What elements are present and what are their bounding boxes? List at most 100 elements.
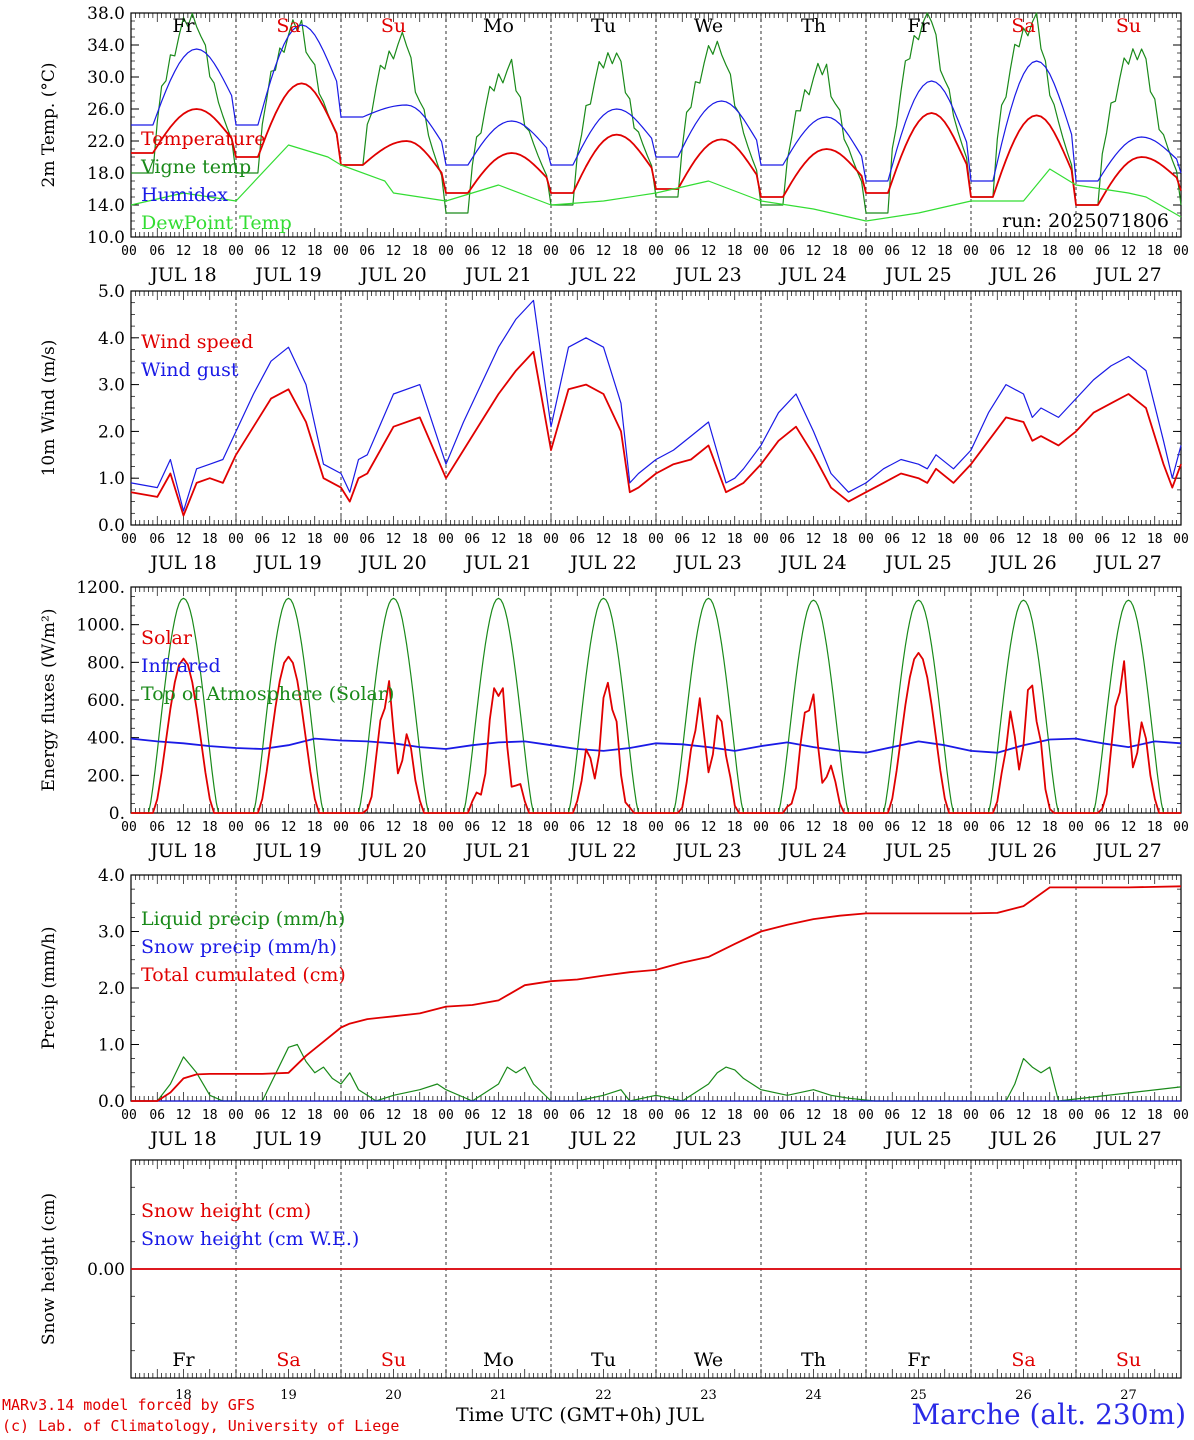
hour-tick-label: 18	[202, 1108, 218, 1123]
hour-tick-label: 12	[701, 532, 717, 547]
weekday-label: Fr	[172, 1349, 195, 1371]
series-line-solar	[131, 652, 1181, 814]
weekday-label: Tu	[591, 15, 616, 37]
hour-tick-label: 18	[307, 244, 323, 259]
hour-tick-label: 00	[648, 820, 664, 835]
hour-tick-label: 12	[701, 244, 717, 259]
date-label: JUL 24	[778, 552, 846, 574]
date-label: JUL 18	[148, 1128, 216, 1150]
hour-tick-label: 00	[543, 244, 559, 259]
hour-tick-label: 06	[674, 244, 690, 259]
hour-tick-label: 18	[1042, 1108, 1058, 1123]
hour-tick-label: 00	[648, 1108, 664, 1123]
weekday-label: Su	[381, 1349, 406, 1371]
day-number-label: 27	[1120, 1388, 1137, 1403]
hour-tick-label: 18	[937, 820, 953, 835]
hour-tick-label: 18	[1147, 244, 1163, 259]
date-label: JUL 19	[253, 264, 321, 286]
hour-tick-label: 06	[149, 1108, 165, 1123]
day-number-label: 25	[910, 1388, 927, 1403]
hour-tick-label: 00	[1068, 244, 1084, 259]
hour-tick-label: 12	[1016, 1108, 1032, 1123]
hour-tick-label: 06	[779, 532, 795, 547]
date-label: JUL 18	[148, 840, 216, 862]
hour-tick-label: 18	[727, 532, 743, 547]
hour-tick-label: 18	[517, 1108, 533, 1123]
hour-tick-label: 12	[491, 244, 507, 259]
legend-entry: Humidex	[141, 184, 228, 206]
series-line-vigne-temp	[131, 12, 1182, 214]
date-label: JUL 26	[988, 840, 1056, 862]
y-tick-label: 2.0	[98, 979, 125, 999]
hour-tick-label: 06	[359, 244, 375, 259]
date-label: JUL 18	[148, 264, 216, 286]
hour-tick-label: 12	[281, 820, 297, 835]
y-tick-label: 200.	[87, 766, 125, 786]
hour-tick-label: 00	[333, 1108, 349, 1123]
hour-tick-label: 06	[779, 820, 795, 835]
y-tick-label: 1.0	[98, 469, 125, 489]
series-line-dewpoint-temp	[130, 144, 1182, 222]
hour-tick-label: 18	[202, 532, 218, 547]
hour-tick-label: 18	[307, 532, 323, 547]
hour-tick-label: 12	[491, 1108, 507, 1123]
date-label: JUL 20	[358, 1128, 426, 1150]
hour-tick-label: 00	[438, 1108, 454, 1123]
date-label: JUL 22	[568, 1128, 636, 1150]
x-axis-title: Time UTC (GMT+0h) JUL	[456, 1404, 704, 1426]
y-tick-label: 0.0	[98, 516, 125, 536]
hour-tick-label: 00	[858, 244, 874, 259]
hour-tick-label: 00	[963, 1108, 979, 1123]
hour-tick-label: 00	[333, 532, 349, 547]
hour-tick-label: 12	[491, 532, 507, 547]
series-line-wind-gust	[130, 299, 1182, 512]
hour-tick-label: 00	[121, 244, 137, 259]
y-tick-label: 30.0	[87, 68, 125, 88]
hour-tick-label: 00	[121, 820, 137, 835]
hour-tick-label: 06	[884, 820, 900, 835]
weekday-label: Th	[801, 1349, 826, 1371]
y-tick-label: 1000.	[76, 616, 125, 636]
hour-tick-label: 00	[1173, 820, 1189, 835]
panel-3	[130, 586, 1182, 814]
date-label: JUL 25	[883, 264, 951, 286]
hour-tick-label: 06	[989, 532, 1005, 547]
hour-tick-label: 12	[596, 820, 612, 835]
legend-entry: DewPoint Temp	[141, 212, 292, 234]
y-axis-label: Snow height (cm)	[39, 1193, 59, 1345]
day-number-label: 19	[280, 1388, 297, 1403]
y-tick-label: 2.0	[98, 422, 125, 442]
hour-tick-label: 18	[937, 244, 953, 259]
day-number-label: 22	[595, 1388, 612, 1403]
hour-tick-label: 06	[464, 820, 480, 835]
hour-tick-label: 12	[281, 1108, 297, 1123]
date-label: JUL 25	[883, 840, 951, 862]
hour-tick-label: 12	[596, 532, 612, 547]
date-label: JUL 25	[883, 1128, 951, 1150]
hour-tick-label: 12	[1016, 532, 1032, 547]
hour-tick-label: 06	[464, 244, 480, 259]
hour-tick-label: 12	[176, 1108, 192, 1123]
y-tick-label: 5.0	[98, 282, 125, 302]
series-line-total-cumulated-cm-	[131, 885, 1182, 1102]
hour-tick-label: 18	[202, 244, 218, 259]
weekday-label: Sa	[1011, 1349, 1035, 1371]
hour-tick-label: 06	[359, 1108, 375, 1123]
y-tick-label: 1200.	[76, 578, 125, 598]
hour-tick-label: 00	[228, 244, 244, 259]
weekday-label: Mo	[483, 1349, 514, 1371]
hour-tick-label: 00	[858, 1108, 874, 1123]
y-tick-label: 4.0	[98, 866, 125, 886]
hour-tick-label: 00	[1173, 532, 1189, 547]
hour-tick-label: 06	[254, 820, 270, 835]
hour-tick-label: 00	[543, 820, 559, 835]
series-line-wind-speed	[130, 350, 1182, 517]
hour-tick-label: 12	[701, 1108, 717, 1123]
day-number-label: 20	[385, 1388, 402, 1403]
series-line-liquid-precip-mm-h-	[131, 1043, 1182, 1102]
legend-entry: Wind speed	[141, 331, 253, 353]
hour-tick-label: 00	[333, 820, 349, 835]
hour-tick-label: 12	[386, 1108, 402, 1123]
date-label: JUL 22	[568, 264, 636, 286]
hour-tick-label: 12	[806, 820, 822, 835]
